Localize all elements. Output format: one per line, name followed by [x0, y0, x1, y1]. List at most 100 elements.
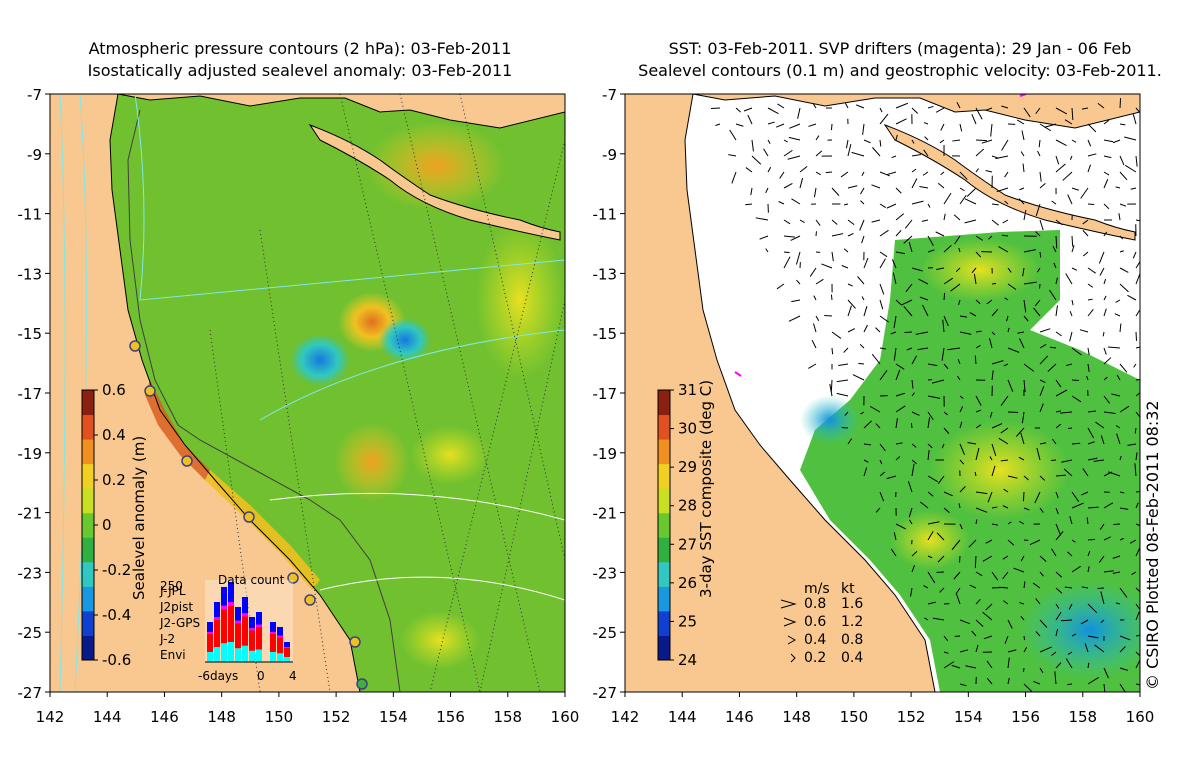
velocity-vector	[847, 185, 858, 189]
velocity-vector	[1103, 395, 1110, 404]
velocity-vector	[783, 139, 788, 143]
velocity-vector	[1055, 507, 1059, 515]
velocity-vector	[1052, 438, 1057, 445]
velocity-vector	[990, 123, 993, 137]
x-tick-label: 156	[436, 708, 465, 726]
velocity-legend-kt-header: kt	[841, 581, 855, 597]
velocity-vector	[971, 630, 977, 637]
velocity-vector	[891, 155, 897, 159]
left-panel-title: Atmospheric pressure contours (2 hPa): 0…	[20, 38, 580, 82]
velocity-vector	[830, 379, 833, 392]
velocity-vector	[1081, 586, 1089, 589]
velocity-vector	[1127, 443, 1137, 446]
velocity-vector	[1087, 677, 1099, 685]
velocity-vector	[1033, 680, 1041, 685]
velocity-vector	[1133, 363, 1137, 368]
velocity-vector	[843, 248, 849, 253]
velocity-vector	[895, 523, 906, 530]
velocity-vector	[783, 235, 796, 238]
velocity-vector	[1023, 646, 1028, 653]
velocity-vector	[1103, 139, 1114, 143]
x-tick-label: 148	[207, 708, 236, 726]
velocity-vector	[1055, 474, 1066, 477]
velocity-vector	[1135, 155, 1138, 167]
velocity-legend-ms: 0.4	[804, 632, 826, 648]
data-count-bar-segment	[207, 632, 213, 634]
velocity-vector	[959, 123, 963, 132]
velocity-vector	[975, 424, 982, 429]
velocity-vector	[973, 273, 977, 285]
data-count-bar-segment	[207, 652, 213, 662]
velocity-vector	[959, 619, 971, 625]
velocity-vector	[879, 258, 886, 269]
velocity-vector	[890, 331, 897, 335]
velocity-vector	[1127, 294, 1137, 301]
colorbar-swatch	[658, 635, 670, 661]
velocity-vector	[1103, 155, 1112, 159]
velocity-vector	[1039, 507, 1044, 513]
velocity-vector	[985, 170, 993, 173]
velocity-vector	[860, 200, 865, 205]
y-tick-label: -21	[593, 505, 618, 523]
velocity-vector	[1003, 363, 1009, 367]
velocity-vector	[971, 267, 977, 274]
y-tick-label: -9	[27, 146, 42, 164]
velocity-vector	[767, 107, 779, 115]
velocity-vector	[895, 251, 906, 255]
velocity-vector	[745, 167, 753, 173]
velocity-vector	[1039, 555, 1047, 562]
data-count-bar-segment	[249, 650, 255, 662]
velocity-vector	[887, 171, 897, 175]
right-sst-cool-2	[800, 395, 860, 445]
x-tick-label: 142	[611, 708, 640, 726]
velocity-vector	[947, 347, 961, 351]
velocity-vector	[862, 123, 865, 135]
velocity-vector	[844, 411, 849, 416]
data-count-bar-segment	[242, 597, 248, 614]
data-count-bar-segment	[284, 642, 290, 647]
data-count-bar-segment	[235, 623, 241, 649]
velocity-vector	[1003, 600, 1009, 605]
left-colorbar: 0.6 0.4 0.2 0 -0.2 -0.4 -0.6 Sealevel anomaly …	[81, 381, 148, 669]
velocity-vector	[879, 139, 882, 147]
x-tick-label: 156	[1011, 708, 1040, 726]
velocity-vector	[1103, 171, 1110, 176]
velocity-vector	[895, 229, 902, 237]
velocity-vector	[875, 327, 881, 333]
velocity-vector	[982, 611, 993, 621]
velocity-vector	[987, 491, 993, 503]
velocity-vector	[1060, 619, 1073, 622]
y-tick-label: -11	[593, 206, 618, 224]
velocity-vector	[863, 420, 872, 429]
velocity-vector	[1020, 151, 1025, 157]
velocity-vector	[975, 644, 979, 653]
velocity-vector	[1119, 405, 1130, 413]
velocity-vector	[1055, 491, 1059, 499]
velocity-vector	[1082, 251, 1089, 257]
velocity-vector	[845, 139, 849, 149]
velocity-vector	[941, 443, 945, 449]
velocity-vector	[904, 331, 913, 334]
velocity-vector	[1102, 331, 1105, 337]
colorbar-swatch	[658, 439, 670, 465]
velocity-vector	[991, 331, 996, 336]
velocity-vector	[1033, 307, 1041, 317]
velocity-vector	[895, 369, 901, 381]
velocity-vector	[959, 683, 967, 687]
velocity-vector	[927, 475, 938, 483]
velocity-vector	[951, 664, 961, 669]
velocity-vector	[871, 219, 881, 223]
velocity-vector	[1084, 643, 1089, 653]
velocity-vector	[1055, 331, 1062, 337]
velocity-vector	[923, 585, 929, 589]
velocity-vector	[821, 263, 833, 269]
velocity-vector	[1087, 153, 1097, 157]
colorbar-swatch	[82, 439, 94, 465]
velocity-vector	[1112, 571, 1121, 574]
velocity-vector	[825, 171, 833, 174]
velocity-vector	[1087, 635, 1099, 639]
velocity-vector	[895, 418, 898, 429]
velocity-vector	[1052, 245, 1057, 253]
velocity-vector	[728, 154, 737, 157]
velocity-vector	[1119, 683, 1126, 692]
